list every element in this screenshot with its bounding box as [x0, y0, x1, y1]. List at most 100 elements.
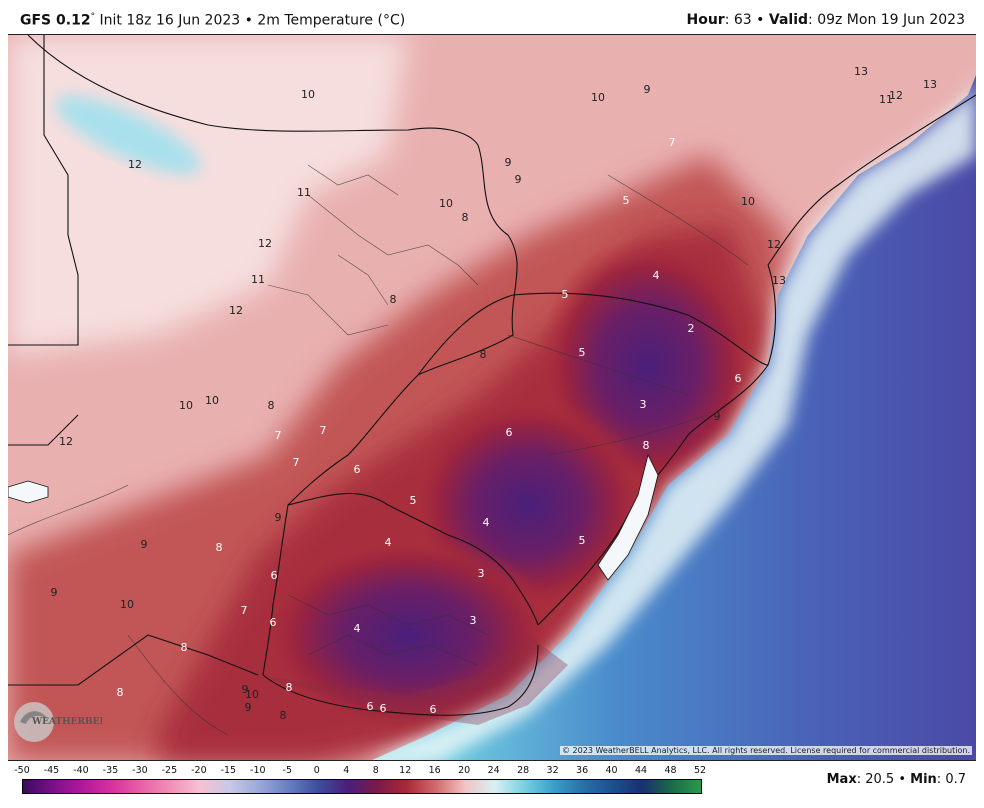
contour-label: 4: [385, 536, 392, 549]
legend-tick-label: 0: [313, 765, 320, 776]
min-label: Min: [910, 772, 937, 787]
legend-tick-label: -5: [282, 765, 293, 776]
contour-label: 8: [390, 293, 397, 306]
contour-label: 5: [579, 534, 586, 547]
contour-label: 7: [241, 604, 248, 617]
legend-tick-label: 48: [664, 765, 677, 776]
contour-label: 9: [644, 83, 651, 96]
contour-label: 10: [205, 394, 219, 407]
contour-label: 6: [380, 702, 387, 715]
legend-tick-label: -50: [14, 765, 30, 776]
contour-label: 9: [275, 511, 282, 524]
contour-label: 7: [320, 424, 327, 437]
contour-label: 5: [562, 288, 569, 301]
max-value: 20.5: [865, 772, 895, 787]
hour-label: Hour: [686, 12, 725, 28]
legend-tick-label: -35: [102, 765, 119, 776]
contour-label: 12: [59, 435, 73, 448]
legend-tick-label: -20: [191, 765, 207, 776]
legend-tick-label: 44: [634, 765, 648, 776]
contour-label: 10: [179, 399, 193, 412]
valid-label: Valid: [768, 12, 809, 28]
contour-label: 12: [128, 158, 142, 171]
legend-tick-label: 4: [343, 765, 350, 776]
contour-label: 12: [258, 237, 272, 250]
contour-label: 11: [251, 273, 265, 286]
legend-tick-label: 28: [517, 765, 530, 776]
init-time: Init 18z 16 Jun 2023: [99, 12, 241, 29]
contour-label: 8: [643, 439, 650, 452]
legend-tick-label: 16: [428, 765, 441, 776]
contour-label: 3: [470, 614, 477, 627]
contour-label: 4: [653, 269, 660, 282]
legend-tick-label: -15: [220, 765, 237, 776]
contour-label: 12: [889, 89, 903, 102]
contour-label: 8: [280, 709, 287, 722]
legend-tick-label: -45: [43, 765, 60, 776]
contour-label: 8: [268, 399, 275, 412]
legend-tick-label: 52: [693, 765, 707, 776]
min-value: 0.7: [945, 772, 966, 787]
contour-label: 9: [242, 683, 249, 696]
legend-tick-label: 36: [576, 765, 589, 776]
model-title: GFS 0.12° Init 18z 16 Jun 2023 • 2m Temp…: [20, 12, 406, 29]
legend-tick-label: -10: [250, 765, 266, 776]
contour-label: 9: [245, 701, 252, 714]
contour-label: 10: [741, 195, 755, 208]
contour-label: 9: [515, 173, 522, 186]
legend-tick-label: 12: [399, 765, 412, 776]
legend-tick-label: 20: [458, 765, 471, 776]
contour-label: 6: [270, 616, 277, 629]
contour-label: 13: [923, 78, 937, 91]
color-legend: -50 -45 -40 -35 -30 -25 -20 -15 -10 -5 0 4 8 12 16 20 24…: [8, 763, 728, 803]
contour-label: 10: [439, 197, 453, 210]
min-max-stats: Max: 20.5 • Min: 0.7: [826, 772, 966, 787]
legend-tick-label: 40: [605, 765, 618, 776]
contour-label: 6: [367, 700, 374, 713]
contour-label: 3: [640, 398, 647, 411]
legend-tick-label: -25: [161, 765, 178, 776]
legend-tick-label: 32: [546, 765, 559, 776]
contour-label: 3: [478, 567, 485, 580]
copyright-notice: © 2023 WeatherBELL Analytics, LLC. All r…: [560, 746, 972, 755]
contour-label: 10: [591, 91, 605, 104]
valid-value: 09z Mon 19 Jun 2023: [817, 12, 965, 28]
field-name: 2m Temperature (°C): [257, 12, 406, 29]
contour-label: 5: [410, 494, 417, 507]
contour-label: 12: [229, 304, 243, 317]
contour-label: 11: [879, 93, 893, 106]
contour-label: 5: [579, 346, 586, 359]
contour-label: 13: [772, 274, 786, 287]
province-borders: [8, 164, 749, 736]
contour-label: 9: [505, 156, 512, 169]
contour-label: 7: [293, 456, 300, 469]
legend-tick-label: 24: [487, 765, 500, 776]
contour-label: 7: [669, 136, 676, 149]
legend-tick-label: -30: [132, 765, 148, 776]
valid-info: Hour: 63 • Valid: 09z Mon 19 Jun 2023: [686, 12, 965, 28]
contour-label: 4: [354, 622, 361, 635]
contour-label: 8: [117, 686, 124, 699]
hour-value: 63: [733, 12, 752, 28]
contour-label: 4: [483, 516, 490, 529]
contour-label: 8: [462, 211, 469, 224]
contour-label: 10: [301, 88, 315, 101]
logo-text: WEATHERBELL: [31, 717, 102, 727]
coastal-band: [372, 75, 976, 760]
contour-label: 6: [271, 569, 278, 582]
contour-label: 13: [854, 65, 868, 78]
legend-tick-label: -40: [73, 765, 89, 776]
contour-label: 9: [141, 538, 148, 551]
contour-label: 9: [714, 410, 721, 423]
separator: •: [756, 12, 765, 28]
map-header: GFS 0.12° Init 18z 16 Jun 2023 • 2m Temp…: [0, 0, 984, 34]
temperature-map[interactable]: 10 12 13 11 12 13 12 11 12 10 9 9 9 10 8 7 5 10 12 13 4 5 2 8 5 6…: [8, 34, 976, 761]
contour-label: 6: [735, 372, 742, 385]
legend-tick-label: 8: [372, 765, 379, 776]
contour-label: 5: [623, 194, 630, 207]
max-label: Max: [826, 772, 857, 787]
contour-label: 12: [767, 238, 781, 251]
weatherbell-logo: WEATHERBELL: [12, 700, 113, 748]
